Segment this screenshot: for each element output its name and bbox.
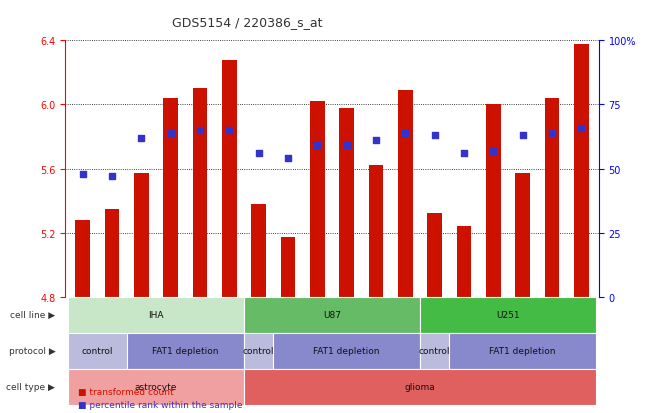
Bar: [251, 204, 266, 297]
Bar: [127, 333, 244, 369]
Point: [576, 125, 587, 131]
Text: ■ percentile rank within the sample: ■ percentile rank within the sample: [78, 400, 243, 409]
Bar: [420, 333, 449, 369]
Point: [342, 143, 352, 150]
Bar: [163, 99, 178, 297]
Point: [400, 130, 411, 137]
Text: IHA: IHA: [148, 311, 164, 319]
Bar: [222, 60, 237, 297]
Bar: [244, 369, 596, 405]
Bar: [76, 220, 90, 297]
Point: [547, 130, 557, 137]
Point: [195, 128, 205, 134]
Bar: [68, 333, 127, 369]
Point: [518, 133, 528, 139]
Point: [136, 135, 146, 142]
Text: control: control: [419, 347, 450, 355]
Bar: [545, 99, 559, 297]
Text: cell type ▶: cell type ▶: [7, 382, 55, 391]
Bar: [516, 174, 530, 297]
Bar: [398, 91, 413, 297]
Bar: [420, 297, 596, 333]
Bar: [281, 238, 296, 297]
Point: [312, 143, 322, 150]
Bar: [449, 333, 596, 369]
Point: [488, 148, 499, 154]
Bar: [134, 174, 148, 297]
Bar: [456, 227, 471, 297]
Bar: [486, 105, 501, 297]
Point: [283, 156, 293, 162]
Bar: [68, 369, 244, 405]
Text: protocol ▶: protocol ▶: [8, 347, 55, 355]
Text: GDS5154 / 220386_s_at: GDS5154 / 220386_s_at: [172, 16, 323, 29]
Bar: [427, 214, 442, 297]
Text: control: control: [81, 347, 113, 355]
Bar: [368, 166, 383, 297]
Bar: [310, 102, 325, 297]
Text: FAT1 depletion: FAT1 depletion: [313, 347, 380, 355]
Bar: [244, 297, 420, 333]
Text: glioma: glioma: [405, 382, 436, 391]
Point: [371, 138, 381, 144]
Point: [459, 150, 469, 157]
Bar: [574, 45, 589, 297]
Bar: [105, 209, 119, 297]
Text: cell line ▶: cell line ▶: [10, 311, 55, 319]
Point: [253, 150, 264, 157]
Point: [77, 171, 88, 178]
Bar: [273, 333, 420, 369]
Bar: [244, 333, 273, 369]
Point: [430, 133, 440, 139]
Bar: [339, 108, 354, 297]
Bar: [68, 297, 244, 333]
Text: U251: U251: [496, 311, 519, 319]
Text: control: control: [243, 347, 275, 355]
Point: [107, 173, 117, 180]
Point: [165, 130, 176, 137]
Text: FAT1 depletion: FAT1 depletion: [152, 347, 219, 355]
Point: [224, 128, 234, 134]
Text: FAT1 depletion: FAT1 depletion: [490, 347, 556, 355]
Text: astrocyte: astrocyte: [135, 382, 177, 391]
Text: U87: U87: [323, 311, 341, 319]
Bar: [193, 89, 208, 297]
Text: ■ transformed count: ■ transformed count: [78, 387, 174, 396]
